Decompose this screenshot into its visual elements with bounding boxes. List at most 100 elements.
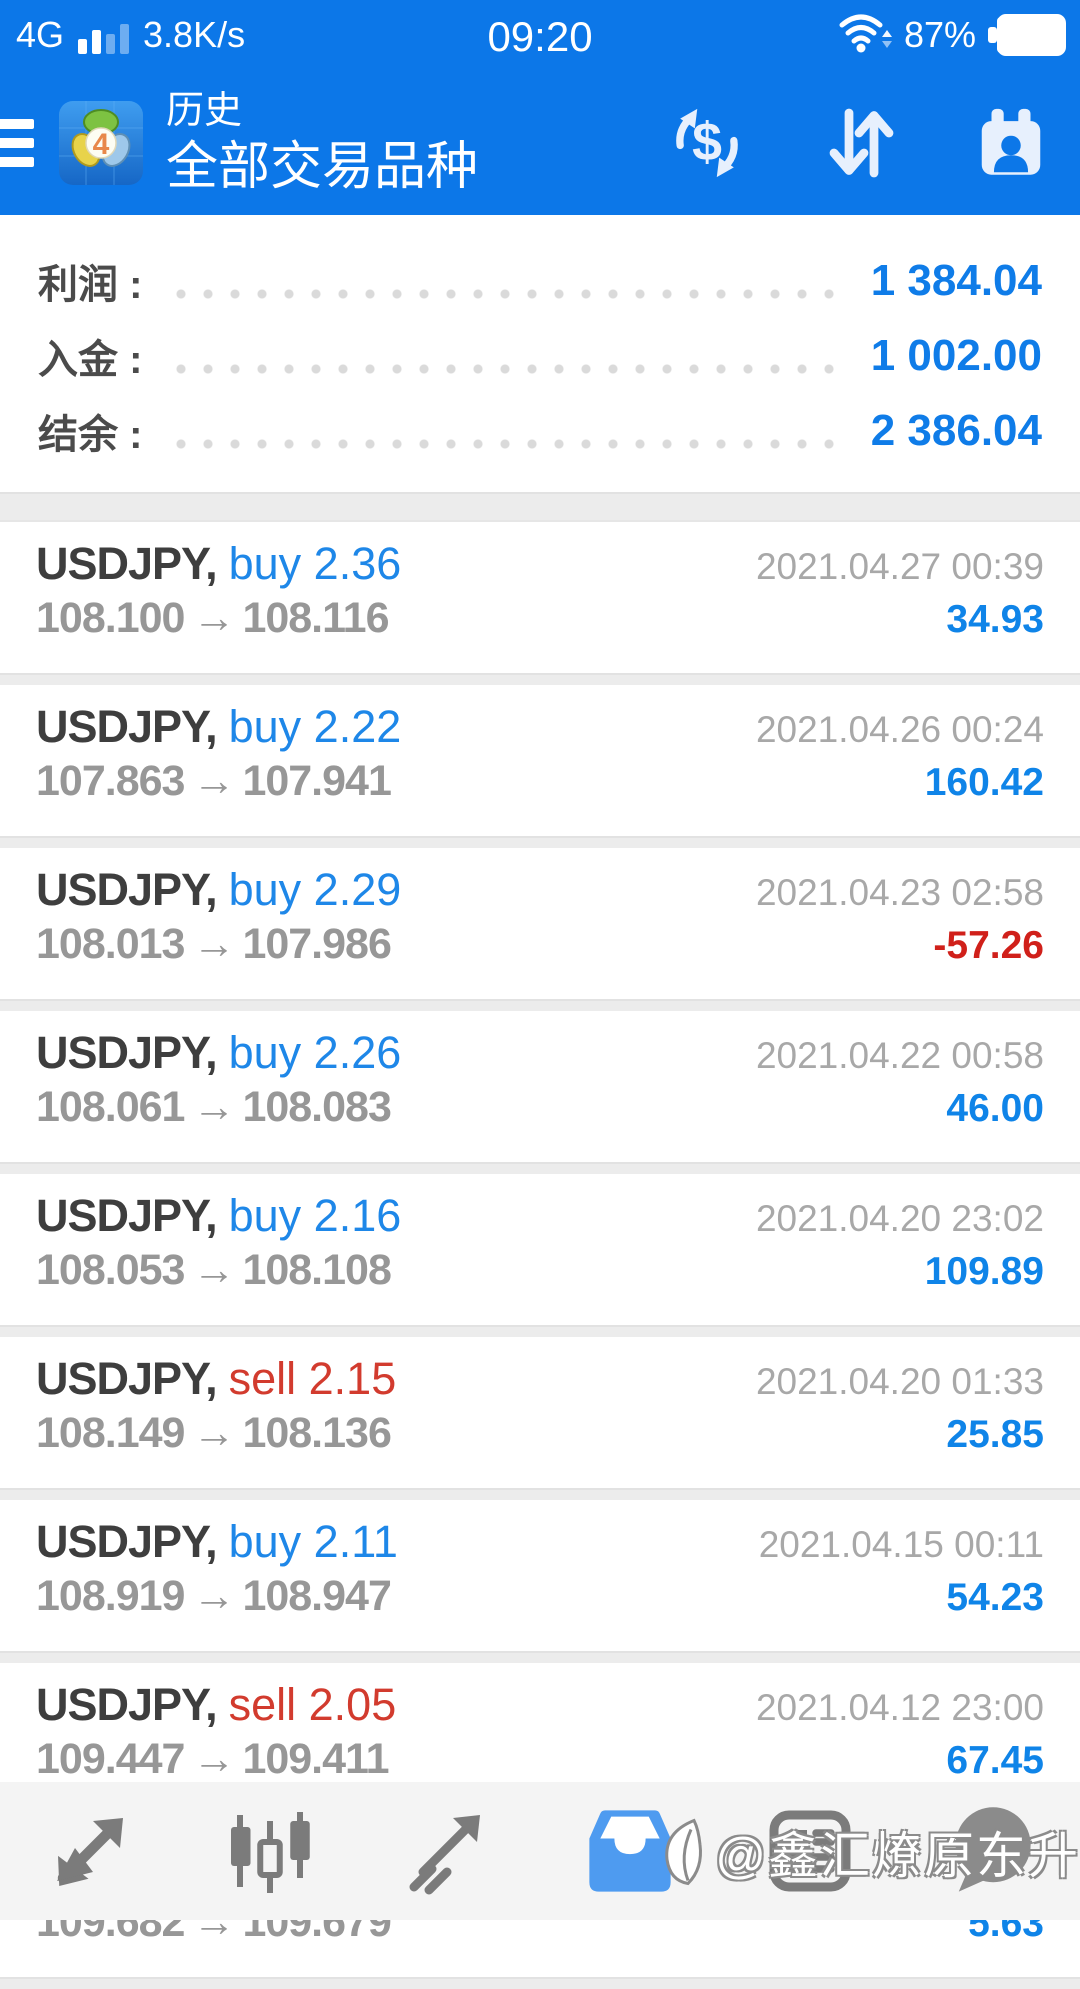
app-bar: 4G 3.8K/s 09:20 87% [0,0,1080,215]
tab-messages[interactable] [930,1796,1050,1906]
row-separator [0,1488,1080,1500]
trade-prices: 107.863 → 107.941 [36,757,392,805]
row-separator [0,673,1080,685]
trade-profit: 46.00 [946,1087,1044,1130]
trade-side: sell 2.15 [228,1353,397,1404]
quotes-icon [57,1818,123,1886]
svg-text:$: $ [692,112,722,172]
arrow-glyph: → [192,1246,235,1294]
trade-symbol: USDJPY, [36,1679,218,1730]
trade-side: sell 2.05 [228,1679,397,1730]
profit-label: 利润 : [38,262,143,307]
trade-side: buy 2.16 [228,1190,402,1241]
row-separator [0,836,1080,848]
trade-symbol: USDJPY, [36,1353,218,1404]
arrow-glyph: → [192,920,235,968]
deposit-value: 1 002.00 [870,330,1042,380]
arrow-glyph: → [192,1409,235,1457]
page-title: 历史 [166,89,243,132]
trade-side: buy 2.11 [228,1516,398,1567]
tab-quotes[interactable] [30,1796,150,1906]
trade-datetime: 2021.04.27 00:39 [755,546,1044,587]
trade-datetime: 2021.04.26 00:24 [755,709,1044,750]
trade-row[interactable]: USDJPY, buy 2.36 2021.04.27 00:39 108.10… [0,522,1080,673]
trade-row[interactable]: USDJPY, buy 2.26 2021.04.22 00:58 108.06… [0,1011,1080,1162]
trade-prices: 108.061 → 108.083 [36,1083,392,1131]
trade-profit: -57.26 [933,924,1044,967]
sort-icon[interactable] [816,100,902,186]
tab-trade[interactable] [390,1796,510,1906]
history-icon [589,1810,671,1892]
trade-prices: 108.100 → 108.116 [36,594,390,642]
summary-row-deposit: 入金 : 1 002.00 [38,318,1042,393]
wifi-icon [836,7,892,64]
row-separator [0,1162,1080,1174]
tab-news[interactable] [750,1796,870,1906]
trade-profit: 34.93 [946,598,1044,641]
trade-profit: 67.45 [946,1739,1044,1782]
deposit-label: 入金 : [38,337,143,382]
dotted-leader [176,288,837,299]
trade-profit: 25.85 [946,1413,1044,1456]
contact-calendar-icon[interactable] [968,100,1054,186]
trade-datetime: 2021.04.22 00:58 [755,1035,1044,1076]
news-icon [769,1810,851,1892]
profit-value: 1 384.04 [870,255,1042,305]
dotted-leader [176,363,837,374]
signal-bars-icon [78,24,130,70]
arrow-glyph: → [192,1083,235,1131]
row-separator [0,1651,1080,1663]
trade-datetime: 2021.04.23 02:58 [755,872,1044,913]
svg-text:4: 4 [93,128,110,161]
status-bar: 4G 3.8K/s 09:20 87% [0,0,1080,70]
mt4-logo: 4 [58,100,144,186]
trade-profit: 109.89 [924,1250,1044,1293]
trade-side: buy 2.26 [228,1027,402,1078]
currency-exchange-icon[interactable]: $ [664,100,750,186]
trade-prices: 109.447 → 109.411 [36,1735,390,1783]
trade-symbol: USDJPY, [36,1190,218,1241]
trade-row[interactable]: USDJPY, sell 2.15 2021.04.20 01:33 108.1… [0,1337,1080,1488]
summary-row-balance: 结余 : 2 386.04 [38,393,1042,468]
trade-symbol: USDJPY, [36,1027,218,1078]
network-type-label: 4G [16,14,65,55]
trade-prices: 108.053 → 108.108 [36,1246,392,1294]
account-summary: 利润 : 1 384.04 入金 : 1 002.00 结余 : 2 386.0… [0,215,1080,492]
balance-label: 结余 : [38,412,143,457]
symbol-filter-label[interactable]: 全部交易品种 [166,137,479,196]
dotted-leader [176,438,837,449]
battery-percent-label: 87% [903,14,976,55]
menu-icon[interactable] [0,95,34,191]
trade-side: buy 2.29 [228,864,402,915]
trade-prices: 108.013 → 107.986 [36,920,392,968]
network-speed-label: 3.8K/s [143,14,246,55]
trade-side: buy 2.36 [228,538,402,589]
trade-list: USDJPY, buy 2.36 2021.04.27 00:39 108.10… [0,522,1080,1989]
trade-datetime: 2021.04.15 00:11 [758,1524,1044,1565]
arrow-glyph: → [192,594,235,642]
arrow-glyph: → [192,757,235,805]
battery-icon [988,14,1066,56]
trade-symbol: USDJPY, [36,701,218,752]
trade-row[interactable]: USDJPY, buy 2.29 2021.04.23 02:58 108.01… [0,848,1080,999]
trade-icon [409,1815,480,1895]
section-divider [0,492,1080,522]
trade-row[interactable]: USDJPY, buy 2.16 2021.04.20 23:02 108.05… [0,1174,1080,1325]
trade-symbol: USDJPY, [36,864,218,915]
trade-profit: 160.42 [924,761,1044,804]
trade-datetime: 2021.04.20 23:02 [755,1198,1044,1239]
balance-value: 2 386.04 [870,405,1042,455]
summary-row-profit: 利润 : 1 384.04 [38,243,1042,318]
trade-row[interactable]: USDJPY, buy 2.11 2021.04.15 00:11 108.91… [0,1500,1080,1651]
arrow-glyph: → [192,1735,235,1783]
trade-symbol: USDJPY, [36,1516,218,1567]
trade-profit: 54.23 [946,1576,1044,1619]
clock-label: 09:20 [487,13,593,60]
row-separator [0,1325,1080,1337]
tab-history[interactable] [570,1796,690,1906]
trade-row[interactable]: USDJPY, buy 2.22 2021.04.26 00:24 107.86… [0,685,1080,836]
trade-prices: 108.919 → 108.947 [36,1572,392,1620]
trade-side: buy 2.22 [228,701,402,752]
trade-datetime: 2021.04.12 23:00 [755,1687,1044,1728]
tab-charts[interactable] [210,1796,330,1906]
